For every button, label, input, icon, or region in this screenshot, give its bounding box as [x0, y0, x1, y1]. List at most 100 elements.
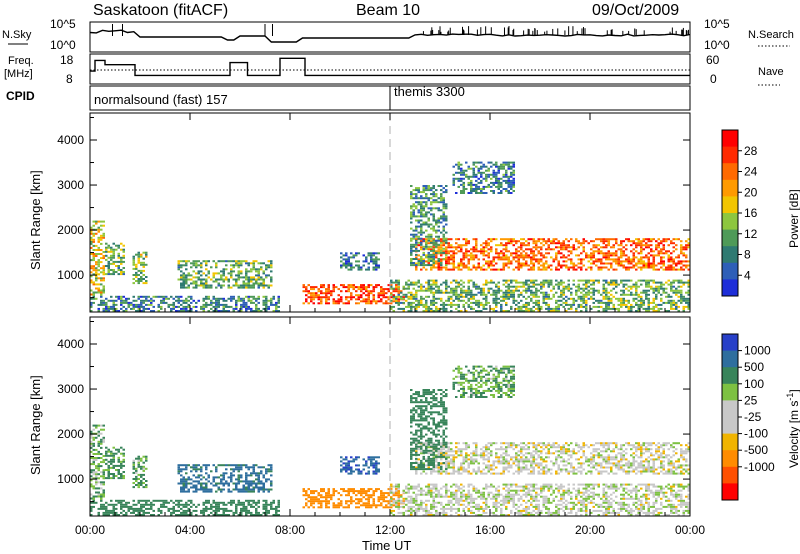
- power-cell-main-band-13-24h: [562, 260, 565, 263]
- power-cell-near-range-12-24h: [655, 293, 658, 296]
- power-cell-onset-12-14h: [442, 205, 445, 208]
- power-cell-patch-02h: [135, 271, 138, 274]
- power-cell-near-range-12-24h: [562, 293, 565, 296]
- power-cell-near-range-12-24h: [417, 299, 420, 302]
- velocity-cell-early-mid-range-patch: [90, 463, 93, 466]
- power-cell-main-band-13-24h: [485, 254, 488, 257]
- power-cell-patches-03-07h: [255, 278, 258, 281]
- power-cell-strong-near-range-08-12h: [372, 300, 375, 303]
- power-cell-main-band-13-24h: [482, 246, 485, 249]
- power-cell-patches-03-07h: [195, 284, 198, 287]
- velocity-cell-near-range-00-08h: [225, 507, 228, 510]
- velocity-cell-patches-03-07h: [237, 474, 240, 477]
- power-cell-near-range-12-24h: [405, 299, 408, 302]
- velocity-cell-patches-03-07h: [265, 472, 268, 475]
- power-cell-near-range-00-08h: [115, 303, 118, 306]
- power-cell-main-band-13-24h: [647, 264, 650, 267]
- power-cell-near-range-12-24h: [535, 279, 538, 282]
- power-cell-patches-03-07h: [270, 260, 273, 263]
- power-cell-echo-10-11h: [357, 260, 360, 263]
- power-cell-near-range-00-08h: [112, 299, 115, 302]
- power-cell-near-range-12-24h: [545, 301, 548, 304]
- power-cell-main-band-13-24h: [522, 242, 525, 245]
- power-cell-patch-02h: [137, 257, 140, 260]
- power-cell-main-band-13-24h: [567, 268, 570, 271]
- velocity-cell-patches-03-07h: [185, 484, 188, 487]
- power-cell-patches-03-07h: [255, 268, 258, 271]
- velocity-cell-strong-near-range-08-12h: [315, 490, 318, 493]
- power-cell-main-band-13-24h: [662, 262, 665, 265]
- velocity-cell-patch-02h: [137, 486, 140, 489]
- velocity-cell-early-mid-range-patch: [102, 475, 105, 478]
- velocity-cell-early-mid-range-patch: [100, 424, 103, 427]
- power-cell-near-range-12-24h: [465, 293, 468, 296]
- velocity-cell-near-range-00-08h: [210, 503, 213, 506]
- power-cell-near-range-12-24h: [447, 291, 450, 294]
- power-cell-far-range-14-17h: [512, 183, 515, 186]
- power-cell-near-range-12-24h: [665, 310, 668, 312]
- power-cell-near-range-12-24h: [670, 307, 673, 310]
- power-cell-near-range-12-24h: [650, 285, 653, 288]
- power-cell-far-range-14-17h: [475, 173, 478, 176]
- velocity-cell-patches-03-07h: [180, 474, 183, 477]
- power-cell-strong-near-range-08-12h: [307, 290, 310, 293]
- power-cell-main-band-13-24h: [472, 250, 475, 253]
- power-cell-patch-01h: [117, 267, 120, 269]
- power-cell-main-band-13-24h: [425, 238, 428, 241]
- power-cell-main-band-13-24h: [447, 244, 450, 247]
- velocity-cell-strong-near-range-08-12h: [370, 488, 373, 491]
- power-cell-near-range-12-24h: [430, 299, 433, 302]
- power-cell-near-range-12-24h: [662, 301, 665, 304]
- power-cell-near-range-12-24h: [595, 289, 598, 292]
- power-cell-main-band-13-24h: [657, 254, 660, 257]
- power-cell-main-band-13-24h: [562, 240, 565, 243]
- power-cell-patches-03-07h: [202, 282, 205, 285]
- power-cell-patches-03-07h: [195, 280, 198, 283]
- power-cell-near-range-12-24h: [512, 289, 515, 292]
- power-cell-main-band-13-24h: [637, 252, 640, 255]
- power-cell-onset-12-14h: [432, 217, 435, 220]
- power-cell-main-band-13-24h: [500, 252, 503, 255]
- velocity-cell-strong-near-range-08-12h: [367, 490, 370, 493]
- velocity-cell-early-mid-range-patch: [90, 497, 93, 500]
- velocity-cell-patches-03-07h: [195, 464, 198, 467]
- velocity-cell-near-range-00-08h: [120, 499, 123, 502]
- power-cell-onset-12-14h: [410, 205, 413, 208]
- power-cell-near-range-12-24h: [585, 307, 588, 310]
- power-cell-far-range-14-17h: [470, 175, 473, 178]
- power-cell-far-range-14-17h: [492, 175, 495, 178]
- power-cell-main-band-13-24h: [652, 238, 655, 241]
- power-cell-main-band-13-24h: [582, 248, 585, 251]
- power-cell-near-range-12-24h: [537, 283, 540, 286]
- power-cell-main-band-13-24h: [655, 240, 658, 243]
- velocity-cell-near-range-00-08h: [202, 503, 205, 506]
- power-cell-far-range-14-17h: [505, 171, 508, 174]
- velocity-cell-echo-10-11h: [347, 466, 350, 469]
- power-cell-main-band-13-24h: [610, 238, 613, 241]
- power-cell-main-band-13-24h: [615, 242, 618, 245]
- velocity-cell-near-range-00-08h: [245, 509, 248, 512]
- power-cell-far-range-14-17h: [460, 190, 463, 192]
- power-cell-patches-03-07h: [257, 262, 260, 265]
- power-cell-far-range-14-17h: [492, 183, 495, 186]
- power-cell-near-range-12-24h: [530, 293, 533, 296]
- power-cell-patches-03-07h: [185, 282, 188, 285]
- power-cell-near-range-12-24h: [487, 291, 490, 294]
- velocity-cell-near-range-00-08h: [215, 509, 218, 512]
- velocity-cell-near-range-00-08h: [152, 509, 155, 512]
- velocity-cell-strong-near-range-08-12h: [397, 490, 400, 493]
- power-cell-strong-near-range-08-12h: [332, 288, 335, 291]
- power-cell-main-band-13-24h: [512, 268, 515, 271]
- velocity-cell-near-range-00-08h: [147, 511, 150, 514]
- power-cell-main-band-13-24h: [482, 250, 485, 253]
- power-cell-main-band-13-24h: [685, 260, 688, 263]
- velocity-cell-near-range-00-08h: [105, 501, 108, 504]
- power-cell-main-band-13-24h: [515, 250, 518, 253]
- velocity-cell-strong-near-range-08-12h: [320, 500, 323, 503]
- power-cell-main-band-13-24h: [545, 256, 548, 259]
- power-cell-main-band-13-24h: [525, 252, 528, 255]
- power-cell-near-range-12-24h: [470, 295, 473, 298]
- velocity-cell-strong-near-range-08-12h: [365, 498, 368, 501]
- velocity-cell-near-range-00-08h: [150, 507, 153, 510]
